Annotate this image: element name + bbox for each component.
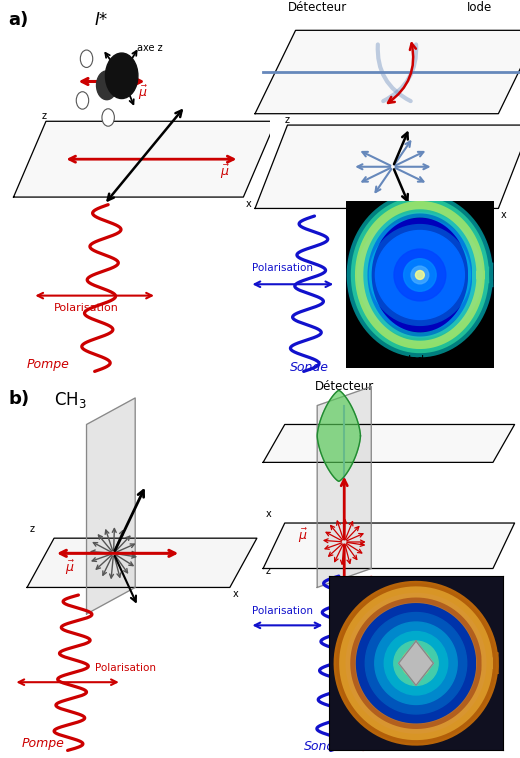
Circle shape	[356, 603, 476, 723]
Polygon shape	[27, 538, 257, 587]
Text: Détecteur: Détecteur	[315, 381, 374, 393]
Text: z: z	[266, 566, 271, 576]
Text: axe z: axe z	[137, 43, 162, 53]
Polygon shape	[86, 398, 135, 614]
Circle shape	[76, 92, 89, 109]
Circle shape	[375, 230, 464, 319]
Circle shape	[370, 224, 470, 325]
Polygon shape	[317, 387, 371, 587]
Text: Pompe: Pompe	[22, 737, 64, 750]
Polygon shape	[14, 121, 276, 197]
Text: x: x	[501, 210, 507, 220]
Circle shape	[97, 71, 117, 100]
Text: Polarisation: Polarisation	[252, 263, 314, 273]
Circle shape	[106, 53, 138, 99]
Text: Polarisation: Polarisation	[54, 302, 119, 313]
Circle shape	[365, 612, 467, 714]
Polygon shape	[317, 390, 360, 481]
Circle shape	[358, 213, 482, 337]
Circle shape	[394, 249, 446, 301]
Polygon shape	[398, 641, 434, 685]
Text: $\vec{\mu}$: $\vec{\mu}$	[65, 559, 74, 578]
Text: $\vec{\mu}$: $\vec{\mu}$	[138, 83, 148, 102]
Polygon shape	[255, 125, 520, 208]
Text: z: z	[42, 111, 47, 121]
Circle shape	[404, 258, 436, 291]
Text: x: x	[232, 589, 238, 599]
Circle shape	[80, 50, 93, 67]
Circle shape	[337, 584, 495, 743]
Text: x: x	[266, 509, 271, 519]
Text: Iode: Iode	[408, 356, 432, 365]
Circle shape	[352, 207, 488, 343]
Polygon shape	[255, 30, 520, 114]
Text: Polarisation: Polarisation	[252, 606, 314, 616]
Text: Polarisation: Polarisation	[95, 662, 155, 673]
Text: CH$_3$: CH$_3$	[54, 390, 87, 410]
Circle shape	[346, 594, 486, 733]
Text: Sonde: Sonde	[290, 362, 329, 374]
Text: z: z	[30, 525, 35, 534]
Text: x: x	[246, 199, 252, 208]
Circle shape	[411, 266, 429, 284]
Circle shape	[402, 649, 430, 678]
Circle shape	[346, 201, 494, 349]
Text: Détecteur: Détecteur	[288, 2, 347, 14]
Text: $\vec{\mu}$: $\vec{\mu}$	[220, 163, 230, 181]
Text: $\vec{\mu}$: $\vec{\mu}$	[298, 527, 308, 545]
Text: b): b)	[8, 390, 29, 409]
Text: Iode: Iode	[467, 2, 492, 14]
Circle shape	[363, 218, 476, 331]
Circle shape	[102, 109, 114, 126]
Polygon shape	[263, 523, 515, 568]
Text: a): a)	[8, 11, 29, 30]
Circle shape	[415, 271, 424, 280]
Text: Sonde: Sonde	[304, 741, 343, 753]
Text: z: z	[285, 115, 290, 125]
Text: Pompe: Pompe	[27, 358, 70, 371]
Text: I*: I*	[95, 11, 108, 30]
Circle shape	[394, 641, 438, 685]
Circle shape	[375, 622, 457, 704]
Polygon shape	[263, 424, 515, 462]
Circle shape	[384, 631, 448, 695]
